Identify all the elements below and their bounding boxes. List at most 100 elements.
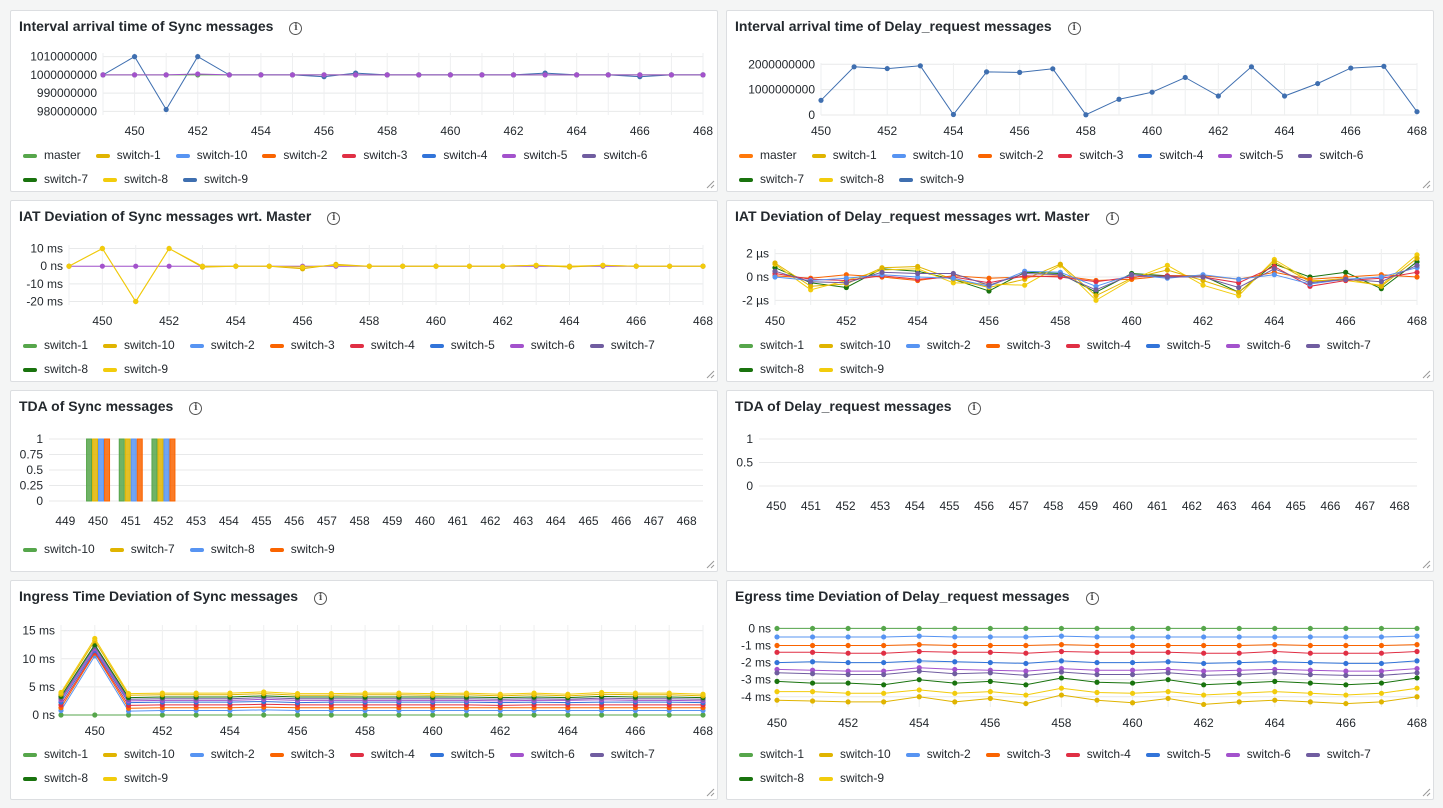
- panel-title[interactable]: IAT Deviation of Delay_request messages …: [735, 208, 1119, 225]
- legend-item-switch-8[interactable]: switch-8: [189, 537, 255, 561]
- info-icon[interactable]: i: [1085, 592, 1099, 605]
- legend-item-switch-2[interactable]: switch-2: [189, 333, 255, 357]
- legend-item-switch-7[interactable]: switch-7: [109, 537, 175, 561]
- legend-item-master[interactable]: master: [739, 143, 797, 167]
- legend-item-switch-4[interactable]: switch-4: [349, 742, 415, 766]
- x-tick-label: 466: [611, 514, 631, 528]
- panel-title[interactable]: Ingress Time Deviation of Sync messages i: [19, 588, 328, 605]
- point-switch-4: [774, 649, 780, 655]
- info-icon[interactable]: i: [1105, 212, 1119, 225]
- legend-item-switch-6[interactable]: switch-6: [1225, 333, 1291, 357]
- panel-title[interactable]: Interval arrival time of Delay_request m…: [735, 18, 1081, 35]
- legend-item-switch-10[interactable]: switch-10: [891, 143, 963, 167]
- legend-item-switch-9[interactable]: switch-9: [819, 357, 884, 381]
- legend-item-switch-2[interactable]: switch-2: [905, 333, 971, 357]
- legend-item-switch-6[interactable]: switch-6: [582, 143, 647, 167]
- legend-item-switch-10[interactable]: switch-10: [819, 742, 891, 766]
- legend-item-switch-1[interactable]: switch-1: [23, 742, 88, 766]
- resize-handle-icon[interactable]: [705, 787, 715, 797]
- legend-item-switch-5[interactable]: switch-5: [1218, 143, 1283, 167]
- legend-item-switch-4[interactable]: switch-4: [1138, 143, 1203, 167]
- point-switch-10: [1201, 701, 1207, 708]
- resize-handle-icon[interactable]: [705, 179, 715, 189]
- legend-item-switch-7[interactable]: switch-7: [1305, 742, 1371, 766]
- legend-item-switch-1[interactable]: switch-1: [739, 333, 804, 357]
- legend-item-switch-2[interactable]: switch-2: [905, 742, 971, 766]
- legend-item-switch-4[interactable]: switch-4: [422, 143, 487, 167]
- point-switch-2: [952, 634, 958, 640]
- legend-item-switch-2[interactable]: switch-2: [189, 742, 255, 766]
- x-tick-label: 468: [1407, 124, 1427, 138]
- legend-item-switch-2[interactable]: switch-2: [978, 143, 1043, 167]
- legend-item-switch-2[interactable]: switch-2: [262, 143, 327, 167]
- legend-item-switch-8[interactable]: switch-8: [23, 766, 88, 790]
- legend-item-switch-6[interactable]: switch-6: [509, 742, 575, 766]
- legend-item-switch-4[interactable]: switch-4: [349, 333, 415, 357]
- resize-handle-icon[interactable]: [1421, 787, 1431, 797]
- legend-item-switch-10[interactable]: switch-10: [175, 143, 247, 167]
- point-switch-1: [1129, 625, 1136, 632]
- legend-item-master[interactable]: master: [23, 143, 81, 167]
- legend-item-switch-1[interactable]: switch-1: [811, 143, 877, 167]
- legend-item-switch-5[interactable]: switch-5: [429, 333, 495, 357]
- legend-item-switch-4[interactable]: switch-4: [1065, 742, 1131, 766]
- legend-item-switch-8[interactable]: switch-8: [23, 357, 88, 381]
- resize-handle-icon[interactable]: [1421, 369, 1431, 379]
- legend-item-switch-3[interactable]: switch-3: [1058, 143, 1123, 167]
- legend-item-switch-9[interactable]: switch-9: [819, 766, 884, 790]
- legend-item-switch-8[interactable]: switch-8: [103, 167, 168, 191]
- legend-item-switch-7[interactable]: switch-7: [589, 742, 655, 766]
- legend-item-switch-10[interactable]: switch-10: [103, 333, 175, 357]
- info-icon[interactable]: i: [314, 592, 328, 605]
- legend-item-switch-10[interactable]: switch-10: [819, 333, 891, 357]
- legend-item-switch-1[interactable]: switch-1: [739, 742, 804, 766]
- x-tick-label: 454: [909, 716, 929, 730]
- panel-title[interactable]: Egress time Deviation of Delay_request m…: [735, 588, 1099, 605]
- point-switch-7: [1271, 266, 1277, 272]
- legend-item-switch-8[interactable]: switch-8: [739, 357, 804, 381]
- legend-item-switch-7[interactable]: switch-7: [1305, 333, 1371, 357]
- legend-item-switch-9[interactable]: switch-9: [269, 537, 335, 561]
- info-icon[interactable]: i: [967, 402, 981, 415]
- info-icon[interactable]: i: [1067, 22, 1081, 35]
- resize-handle-icon[interactable]: [705, 369, 715, 379]
- legend-item-switch-1[interactable]: switch-1: [95, 143, 161, 167]
- legend-item-switch-7[interactable]: switch-7: [739, 167, 804, 191]
- legend-item-switch-3[interactable]: switch-3: [342, 143, 407, 167]
- legend-item-switch-6[interactable]: switch-6: [1298, 143, 1363, 167]
- panel-title[interactable]: TDA of Sync messages i: [19, 398, 203, 415]
- info-icon[interactable]: i: [327, 212, 341, 225]
- legend-item-switch-3[interactable]: switch-3: [269, 333, 335, 357]
- resize-handle-icon[interactable]: [705, 559, 715, 569]
- legend-item-switch-1[interactable]: switch-1: [23, 333, 88, 357]
- legend-item-switch-9[interactable]: switch-9: [103, 766, 168, 790]
- legend-item-switch-6[interactable]: switch-6: [1225, 742, 1291, 766]
- x-tick-label: 466: [626, 314, 646, 328]
- legend-item-switch-3[interactable]: switch-3: [985, 742, 1051, 766]
- legend-item-switch-9[interactable]: switch-9: [183, 167, 248, 191]
- panel-title[interactable]: IAT Deviation of Sync messages wrt. Mast…: [19, 208, 341, 225]
- legend-item-switch-6[interactable]: switch-6: [509, 333, 575, 357]
- legend-item-switch-3[interactable]: switch-3: [269, 742, 335, 766]
- legend-item-switch-5[interactable]: switch-5: [502, 143, 567, 167]
- legend-item-switch-3[interactable]: switch-3: [985, 333, 1051, 357]
- legend-item-switch-7[interactable]: switch-7: [589, 333, 655, 357]
- legend-item-switch-5[interactable]: switch-5: [1145, 333, 1211, 357]
- legend-item-switch-8[interactable]: switch-8: [739, 766, 804, 790]
- legend-item-switch-7[interactable]: switch-7: [23, 167, 88, 191]
- resize-handle-icon[interactable]: [1421, 179, 1431, 189]
- panel-title[interactable]: TDA of Delay_request messages i: [735, 398, 981, 415]
- panel-title[interactable]: Interval arrival time of Sync messages i: [19, 18, 303, 35]
- legend-item-switch-10[interactable]: switch-10: [23, 537, 95, 561]
- legend-item-switch-5[interactable]: switch-5: [1145, 742, 1211, 766]
- resize-handle-icon[interactable]: [1421, 559, 1431, 569]
- info-icon[interactable]: i: [189, 402, 203, 415]
- legend-item-switch-10[interactable]: switch-10: [103, 742, 175, 766]
- point-switch-9: [774, 689, 780, 695]
- legend-item-switch-9[interactable]: switch-9: [103, 357, 168, 381]
- legend-item-switch-4[interactable]: switch-4: [1065, 333, 1131, 357]
- info-icon[interactable]: i: [289, 22, 303, 35]
- legend-item-switch-5[interactable]: switch-5: [429, 742, 495, 766]
- legend-item-switch-8[interactable]: switch-8: [819, 167, 884, 191]
- legend-item-switch-9[interactable]: switch-9: [899, 167, 964, 191]
